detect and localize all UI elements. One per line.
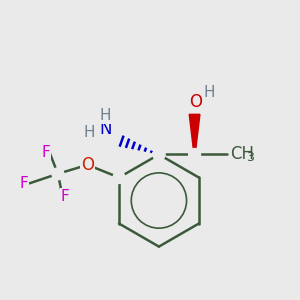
Text: H: H	[100, 108, 111, 123]
Text: H: H	[83, 125, 95, 140]
Text: F: F	[42, 146, 50, 160]
Circle shape	[153, 148, 165, 160]
Text: O: O	[81, 156, 94, 174]
Text: F: F	[61, 189, 70, 204]
Text: O: O	[189, 93, 202, 111]
Circle shape	[153, 148, 165, 160]
Circle shape	[52, 168, 64, 180]
Text: CH: CH	[230, 146, 254, 164]
Text: F: F	[20, 176, 28, 191]
Circle shape	[189, 148, 200, 160]
Circle shape	[113, 172, 125, 183]
Text: N: N	[99, 120, 112, 138]
Text: H: H	[204, 85, 215, 100]
Polygon shape	[189, 114, 200, 154]
Circle shape	[82, 159, 94, 171]
Text: 3: 3	[246, 151, 254, 164]
